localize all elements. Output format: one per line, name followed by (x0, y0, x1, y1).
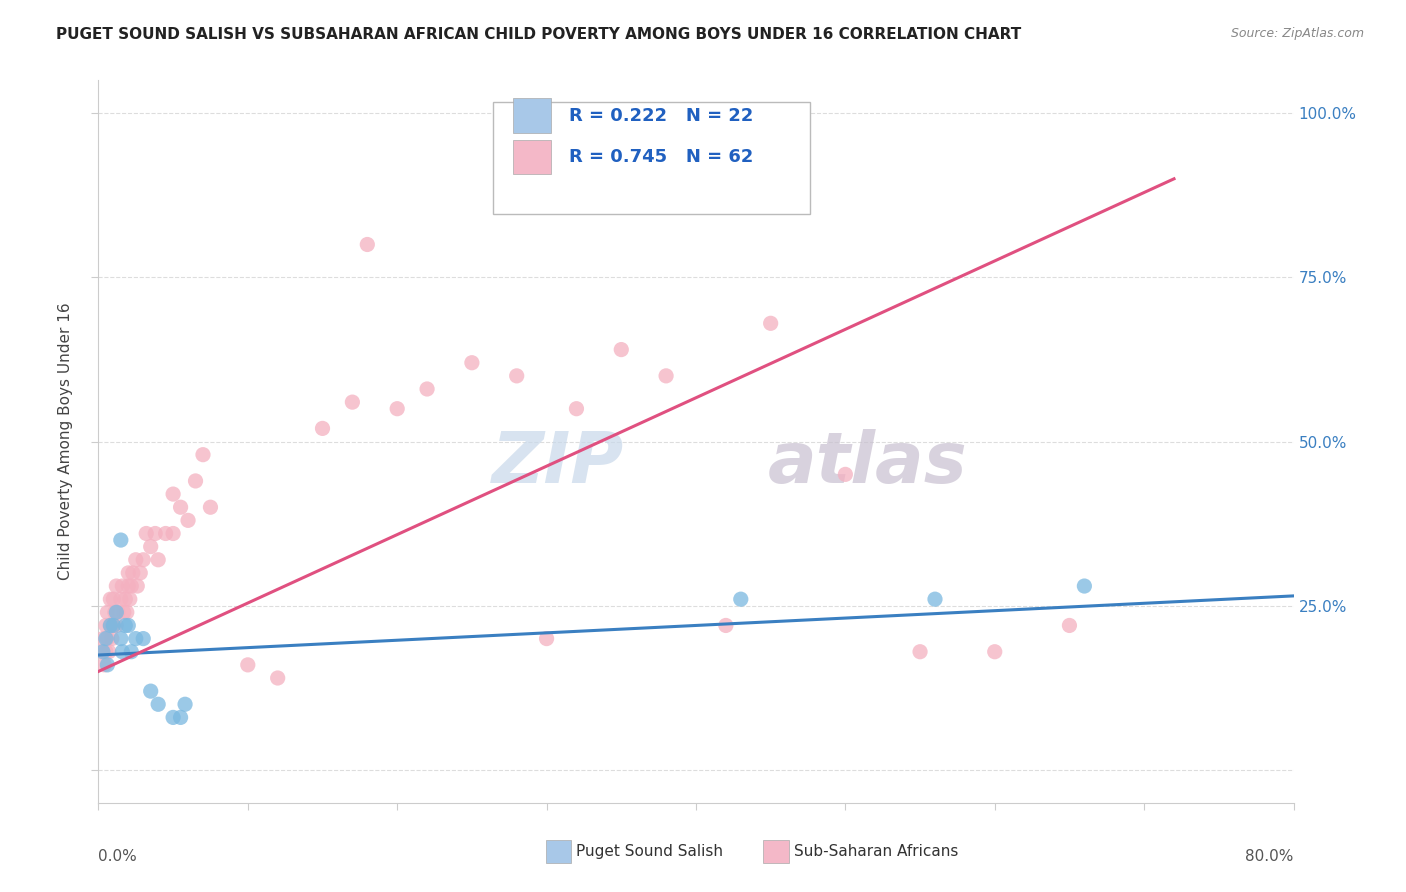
Point (94, 645, 117, 659)
Point (908, 645, 931, 659)
Point (565, 401, 588, 416)
Point (506, 368, 529, 383)
Point (132, 632, 155, 646)
Point (132, 553, 155, 567)
Point (139, 540, 162, 554)
Point (127, 579, 149, 593)
Point (118, 592, 141, 607)
Point (169, 500, 191, 515)
Point (96, 605, 118, 619)
Point (101, 632, 124, 646)
Point (117, 579, 139, 593)
Point (148, 698, 170, 712)
Point (984, 645, 1007, 659)
Point (416, 382, 439, 396)
Point (714, 618, 737, 632)
Point (655, 368, 678, 383)
Point (105, 605, 128, 619)
Point (107, 605, 129, 619)
Point (103, 592, 125, 607)
Text: Source: ZipAtlas.com: Source: ZipAtlas.com (1230, 27, 1364, 40)
Point (191, 448, 214, 462)
Point (114, 618, 136, 632)
Text: R = 0.222   N = 22: R = 0.222 N = 22 (569, 107, 754, 125)
Point (162, 526, 184, 541)
Point (105, 618, 128, 632)
Point (110, 533, 132, 547)
Point (461, 356, 484, 370)
Point (610, 343, 633, 357)
Text: R = 0.745   N = 62: R = 0.745 N = 62 (569, 148, 754, 166)
Point (98, 592, 122, 607)
Point (129, 566, 152, 580)
Point (184, 474, 207, 488)
FancyBboxPatch shape (513, 98, 551, 133)
Point (97, 645, 120, 659)
Point (174, 698, 197, 712)
Point (91, 632, 114, 646)
Point (111, 579, 134, 593)
Point (356, 237, 378, 252)
Point (94, 632, 117, 646)
Point (1059, 618, 1081, 632)
Point (139, 684, 162, 698)
Point (98, 618, 122, 632)
Point (120, 579, 142, 593)
Point (96, 657, 118, 672)
Point (103, 618, 125, 632)
Point (385, 401, 409, 416)
Point (91, 645, 114, 659)
Text: PUGET SOUND SALISH VS SUBSAHARAN AFRICAN CHILD POVERTY AMONG BOYS UNDER 16 CORRE: PUGET SOUND SALISH VS SUBSAHARAN AFRICAN… (56, 27, 1022, 42)
Point (115, 605, 138, 619)
FancyBboxPatch shape (494, 102, 810, 214)
Point (162, 487, 184, 501)
Text: 0.0%: 0.0% (98, 849, 138, 863)
Y-axis label: Child Poverty Among Boys Under 16: Child Poverty Among Boys Under 16 (58, 302, 73, 581)
Point (94, 618, 117, 632)
Text: ZIP: ZIP (492, 429, 624, 498)
Text: atlas: atlas (768, 429, 967, 498)
Point (1073, 579, 1095, 593)
Point (267, 671, 290, 685)
Point (834, 467, 856, 482)
Point (342, 395, 364, 409)
Point (236, 657, 259, 672)
Point (162, 710, 184, 724)
Point (200, 500, 222, 515)
Point (104, 605, 127, 619)
Point (121, 566, 143, 580)
Point (311, 421, 333, 435)
Point (148, 553, 170, 567)
Point (924, 592, 946, 607)
Point (110, 592, 132, 607)
Point (125, 632, 148, 646)
Point (117, 618, 139, 632)
Point (155, 526, 177, 541)
Point (96, 632, 118, 646)
Point (103, 618, 125, 632)
Point (93, 657, 115, 672)
Point (730, 592, 752, 607)
Text: 80.0%: 80.0% (1246, 849, 1294, 863)
Text: Sub-Saharan Africans: Sub-Saharan Africans (794, 845, 959, 859)
Point (143, 526, 166, 541)
Point (110, 632, 132, 646)
Text: Puget Sound Salish: Puget Sound Salish (576, 845, 724, 859)
Point (120, 645, 142, 659)
Point (125, 553, 148, 567)
Point (98, 618, 122, 632)
Point (90, 645, 112, 659)
Point (105, 579, 128, 593)
Point (112, 605, 135, 619)
Point (117, 566, 139, 580)
Point (536, 632, 558, 646)
Point (177, 513, 200, 527)
FancyBboxPatch shape (513, 139, 551, 174)
Point (135, 526, 157, 541)
Point (111, 645, 134, 659)
Point (114, 592, 136, 607)
Point (169, 710, 191, 724)
Point (759, 316, 782, 330)
